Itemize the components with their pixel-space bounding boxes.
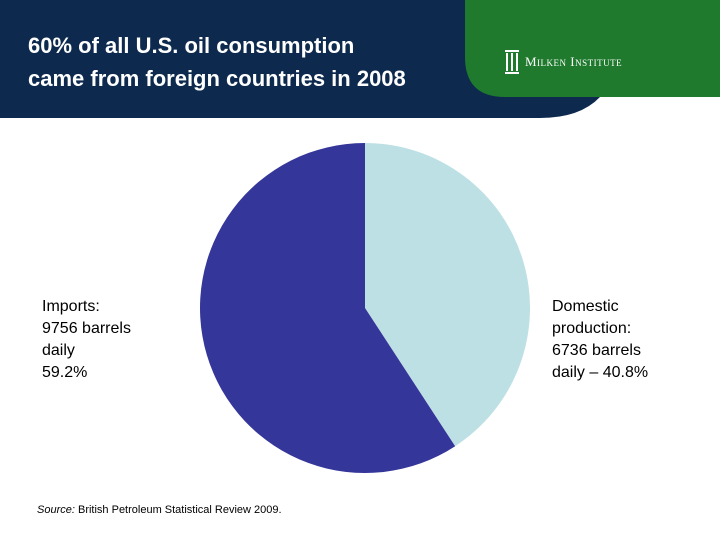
logo-icon (505, 50, 519, 74)
source-text: British Petroleum Statistical Review 200… (78, 504, 282, 516)
labels: Domestic production: 6736 barrels daily – 4… (42, 298, 648, 381)
title-line: 60% of all U.S. oil consumption (28, 33, 354, 58)
slice-label: Domestic (552, 298, 619, 315)
slice-label: 6736 barrels (552, 342, 641, 359)
slice-label: 59.2% (42, 364, 87, 381)
slice-label: 9756 barrels (42, 320, 131, 337)
logo-text: Milken Institute (525, 54, 622, 69)
slice-label: daily – 40.8% (552, 364, 648, 381)
slice-label: Imports: (42, 298, 100, 315)
slice-label: production: (552, 320, 631, 337)
logo-band (465, 0, 720, 97)
source: Source: British Petroleum Statistical Re… (37, 504, 282, 516)
pie-slice (365, 143, 531, 447)
slice-label: daily (42, 342, 75, 359)
title-line: came from foreign countries in 2008 (28, 66, 406, 91)
pie (200, 143, 531, 473)
source-label: Source: (37, 504, 75, 516)
pie-slice (200, 143, 456, 473)
